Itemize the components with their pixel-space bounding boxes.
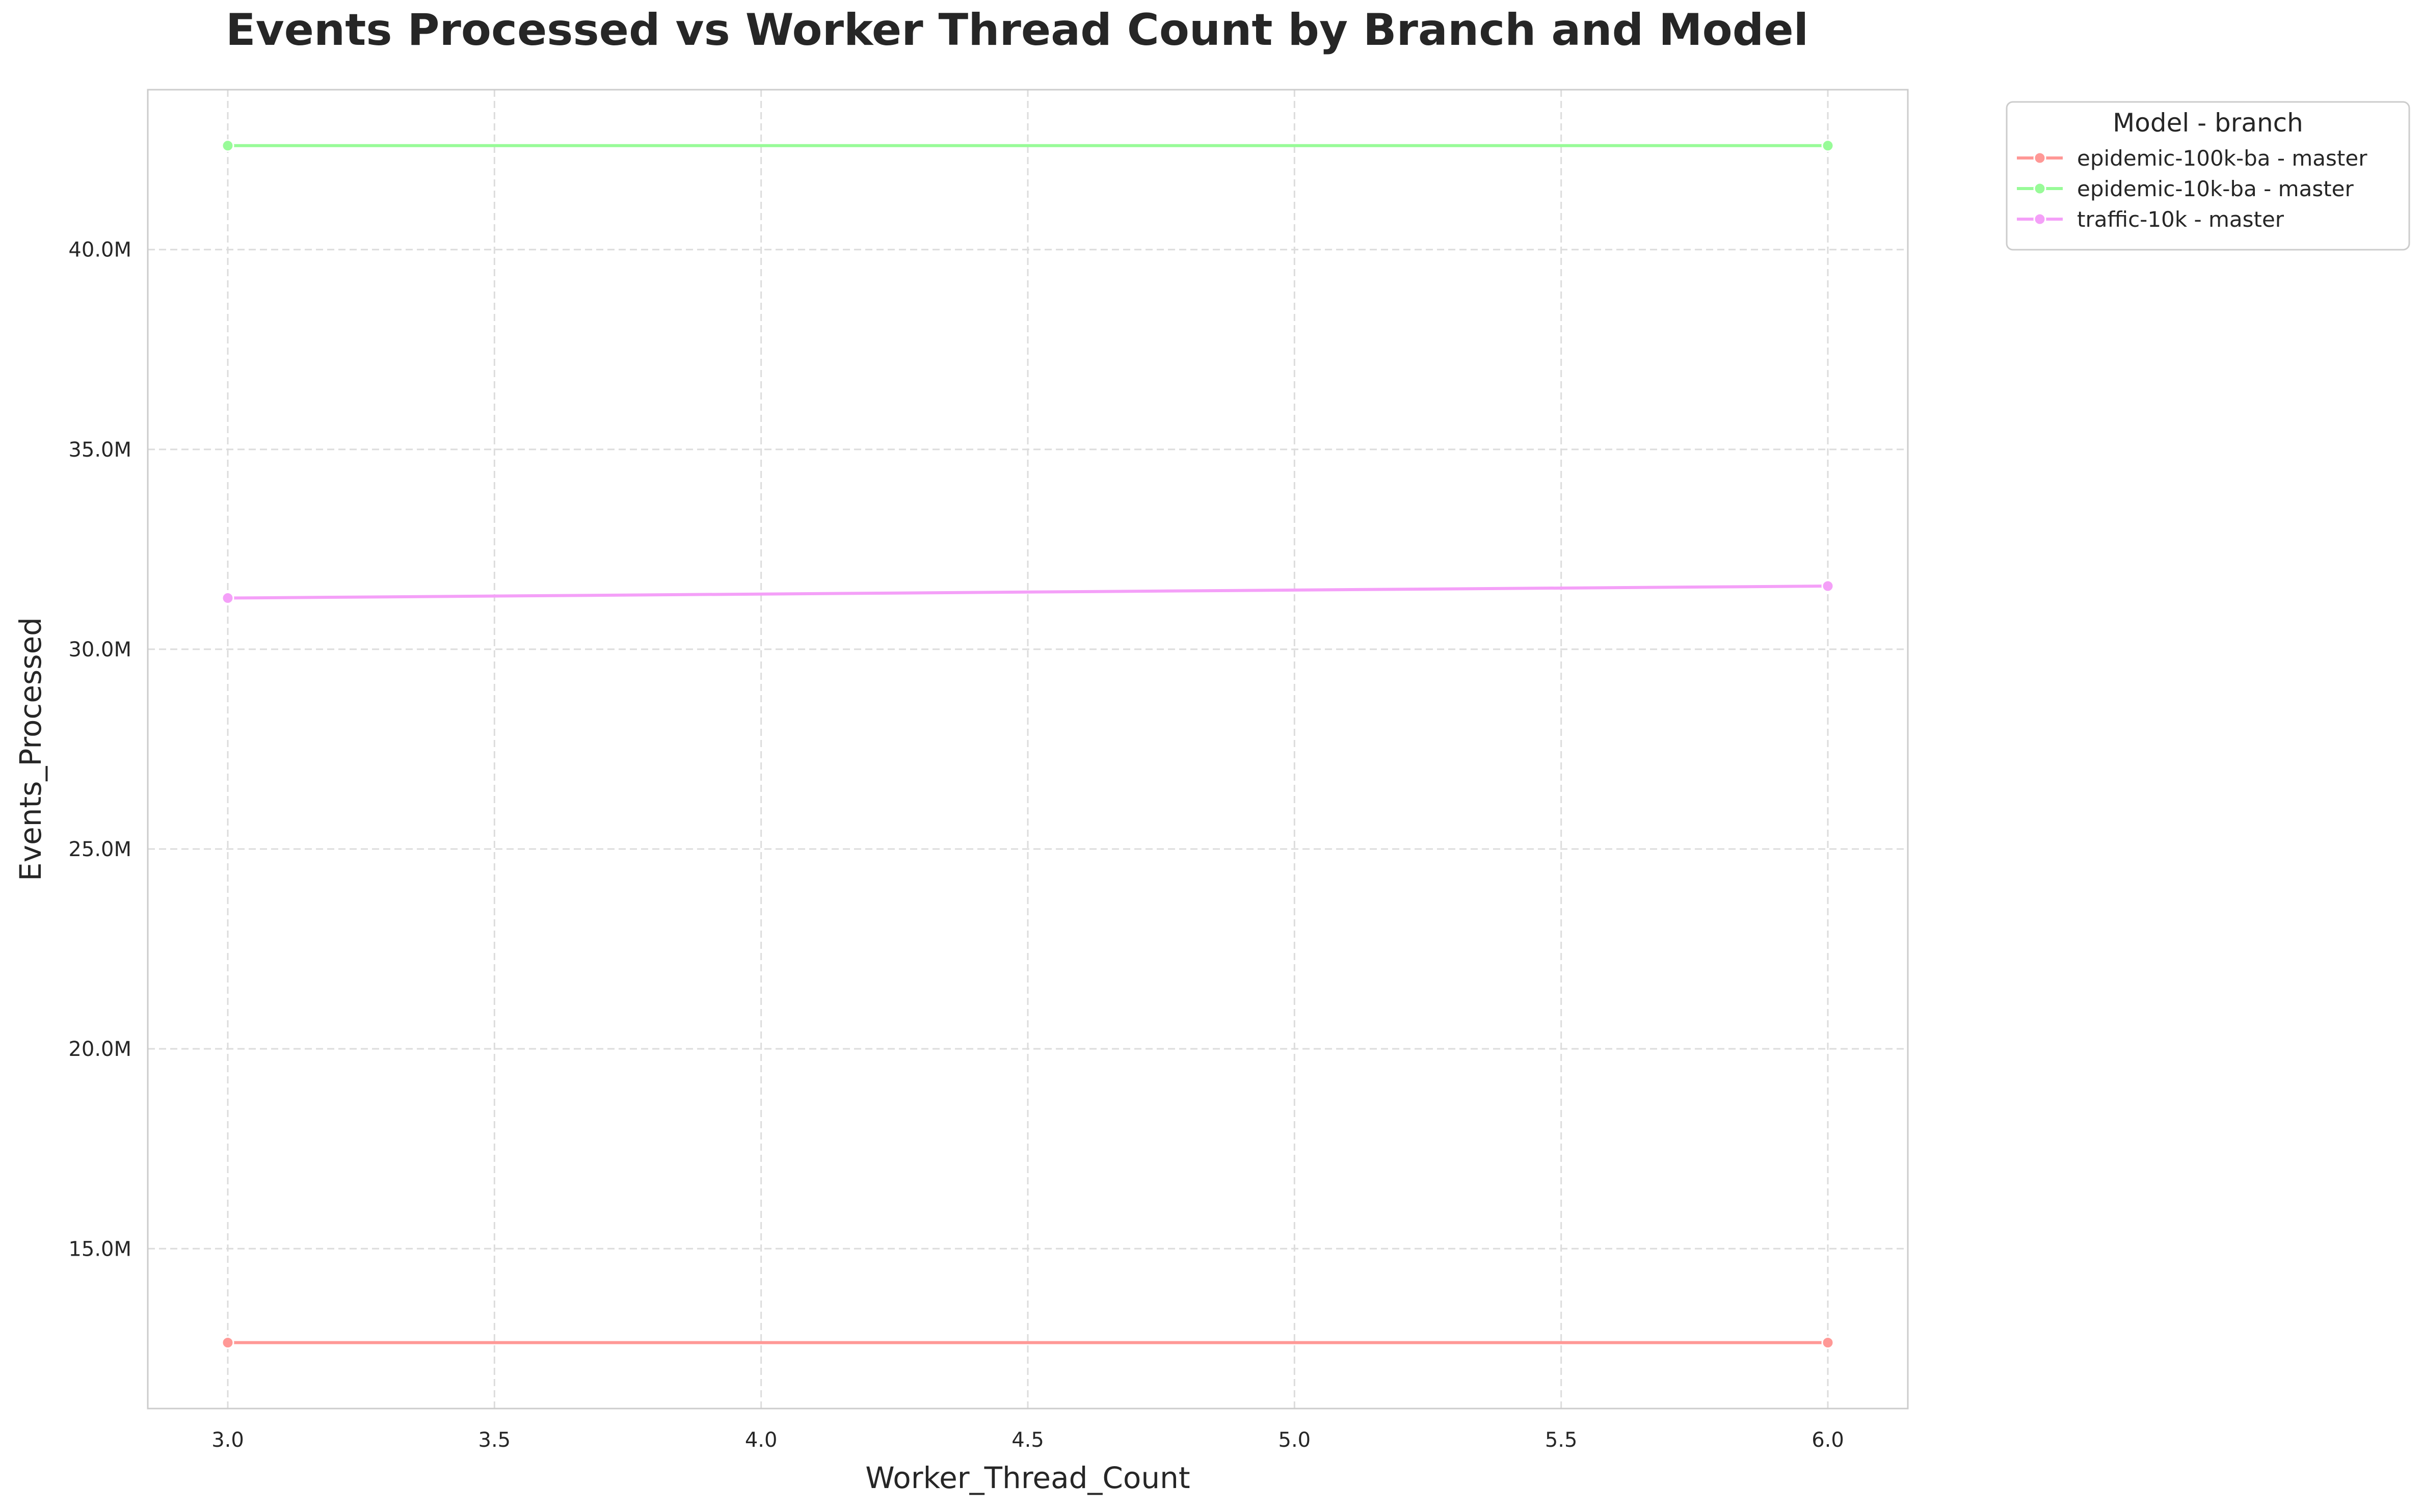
data-point — [1821, 1336, 1834, 1349]
legend-label: epidemic-10k-ba - master — [2077, 176, 2354, 201]
plot-frame — [147, 89, 1909, 1410]
data-point — [221, 592, 234, 605]
legend-entry: epidemic-100k-ba - master — [2017, 146, 2367, 171]
series-1 — [221, 139, 1834, 152]
y-tick-label: 35.0M — [68, 438, 131, 462]
x-axis-ticks: 3.0 3.5 4.0 4.5 5.0 5.5 6.0 — [211, 1428, 1844, 1452]
y-tick-label: 30.0M — [68, 638, 131, 661]
legend-marker — [2033, 151, 2046, 165]
y-tick-label: 40.0M — [68, 238, 131, 262]
chart-title: Events Processed vs Worker Thread Count … — [226, 5, 1808, 56]
y-axis-label: Events_Processed — [13, 617, 48, 881]
legend-label: traffic-10k - master — [2077, 207, 2284, 232]
data-point — [221, 1336, 234, 1349]
x-tick-label: 4.5 — [1011, 1428, 1044, 1452]
y-tick-label: 25.0M — [68, 838, 131, 861]
data-point — [221, 139, 234, 152]
legend-marker — [2033, 182, 2046, 195]
legend: Model - branch epidemic-100k-ba - master… — [2006, 101, 2410, 251]
series-2 — [221, 579, 1834, 605]
x-tick-label: 3.5 — [478, 1428, 511, 1452]
x-tick-label: 5.0 — [1279, 1428, 1311, 1452]
legend-marker — [2033, 213, 2046, 226]
legend-box — [2006, 101, 2410, 251]
series-line — [227, 585, 1828, 600]
legend-label: epidemic-100k-ba - master — [2077, 146, 2367, 171]
plot-background — [148, 90, 1908, 1409]
x-axis-label: Worker_Thread_Count — [865, 1461, 1190, 1495]
legend-entry: epidemic-10k-ba - master — [2017, 176, 2354, 201]
legend-entry: traffic-10k - master — [2017, 207, 2284, 232]
x-tick-label: 6.0 — [1812, 1428, 1844, 1452]
grid — [148, 90, 1908, 1409]
x-tick-label: 4.0 — [745, 1428, 778, 1452]
data-point — [1821, 579, 1834, 593]
plot-area — [147, 89, 1909, 1410]
legend-title: Model - branch — [2113, 108, 2303, 138]
y-axis-ticks: 15.0M 20.0M 25.0M 30.0M 35.0M 40.0M — [68, 238, 131, 1261]
legend-entries: epidemic-100k-ba - master epidemic-10k-ba… — [2017, 146, 2367, 232]
series-layer — [221, 139, 1834, 1349]
series-0 — [221, 1336, 1834, 1349]
x-tick-label: 5.5 — [1545, 1428, 1578, 1452]
y-tick-label: 15.0M — [68, 1237, 131, 1261]
y-tick-label: 20.0M — [68, 1038, 131, 1061]
data-point — [1821, 139, 1834, 152]
x-tick-label: 3.0 — [211, 1428, 244, 1452]
